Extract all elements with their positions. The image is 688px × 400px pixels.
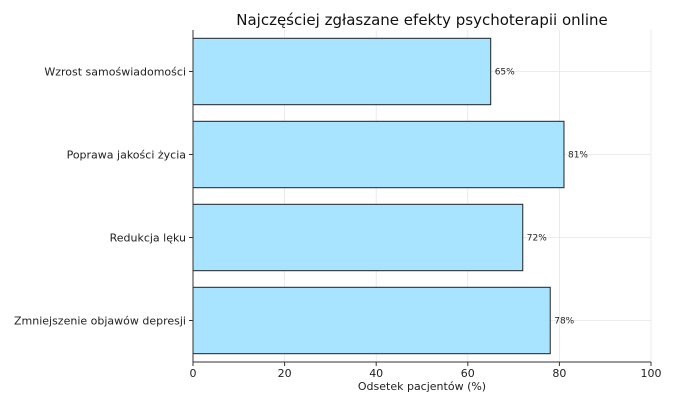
data-label: 65% — [495, 68, 515, 78]
category-label: Zmniejszenie objawów depresji — [14, 315, 186, 328]
bar — [192, 120, 565, 189]
data-label: 81% — [568, 151, 588, 161]
x-tick-label: 60 — [461, 367, 475, 380]
x-tick-label: 40 — [369, 367, 383, 380]
bar — [192, 203, 524, 272]
x-axis-label: Odsetek pacjentów (%) — [358, 380, 486, 393]
data-label: 72% — [527, 234, 547, 244]
chart-title: Najczęściej zgłaszane efekty psychoterap… — [236, 11, 608, 29]
data-label: 78% — [554, 317, 574, 327]
bar — [192, 286, 551, 355]
axes — [189, 30, 652, 366]
category-label: Wzrost samoświadomości — [44, 66, 186, 79]
bars — [192, 37, 565, 355]
labels: 0 20 40 60 80 100 Wzrost samoświadomości 65% Pop… — [14, 66, 662, 381]
category-label: Poprawa jakości życia — [67, 149, 186, 162]
x-tick-label: 100 — [641, 367, 662, 380]
x-tick-label: 0 — [190, 367, 197, 380]
x-tick-label: 20 — [278, 367, 292, 380]
bar — [192, 37, 492, 106]
category-label: Redukcja lęku — [110, 232, 186, 245]
x-tick-label: 80 — [552, 367, 566, 380]
